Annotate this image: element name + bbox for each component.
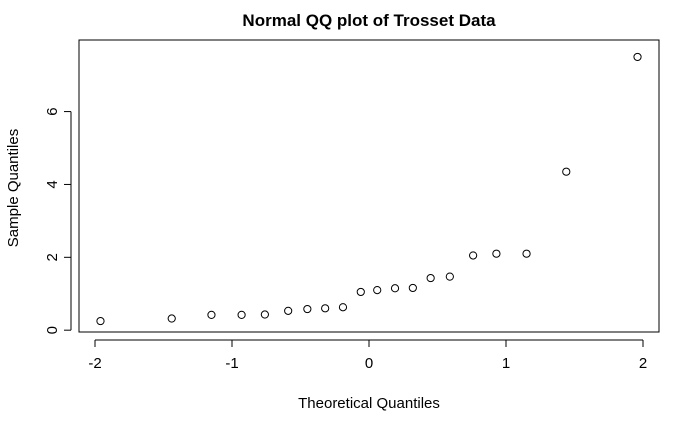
data-point xyxy=(408,283,417,293)
data-point xyxy=(492,249,501,258)
data-point xyxy=(426,273,435,283)
x-tick-label: -1 xyxy=(225,355,238,372)
y-axis-label: Sample Quantiles xyxy=(5,129,22,247)
y-tick-label: 6 xyxy=(44,107,61,115)
data-point xyxy=(469,251,478,260)
data-point xyxy=(356,287,365,297)
x-tick-label: -2 xyxy=(88,355,101,372)
data-point xyxy=(237,310,246,319)
data-point xyxy=(633,52,642,62)
data-point xyxy=(338,303,348,312)
x-axis: -2 -1 0 1 2 xyxy=(88,339,647,372)
x-axis-label: Theoretical Quantiles xyxy=(298,395,440,412)
x-tick-label: 0 xyxy=(365,355,373,372)
data-point xyxy=(284,306,293,315)
data-point xyxy=(522,249,531,258)
data-point xyxy=(167,314,176,323)
data-point xyxy=(260,310,269,319)
data-point xyxy=(207,310,216,319)
y-axis: 0 2 4 6 xyxy=(44,107,72,334)
data-point xyxy=(303,304,312,314)
data-point xyxy=(373,286,382,295)
data-point xyxy=(445,272,454,281)
data-point xyxy=(321,304,330,313)
data-point xyxy=(390,284,400,293)
plot-frame xyxy=(78,39,660,333)
y-tick-label: 2 xyxy=(44,253,61,261)
x-tick-label: 1 xyxy=(502,355,510,372)
data-point xyxy=(562,167,571,176)
data-point xyxy=(96,316,105,326)
y-tick-label: 4 xyxy=(44,180,61,188)
x-tick-label: 2 xyxy=(639,355,647,372)
data-points xyxy=(96,52,642,326)
y-tick-label: 0 xyxy=(44,326,61,334)
chart-title: Normal QQ plot of Trosset Data xyxy=(242,11,496,30)
